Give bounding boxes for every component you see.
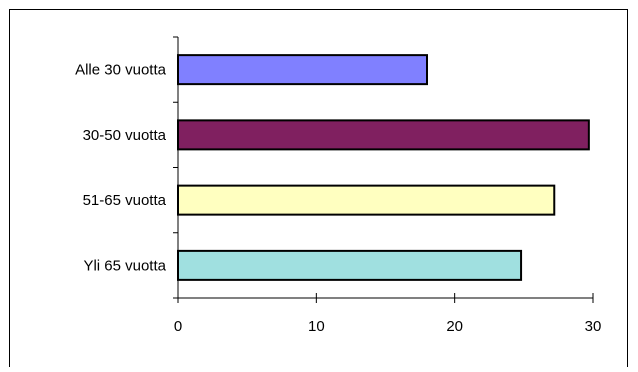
category-label-0: Alle 30 vuotta bbox=[75, 62, 167, 79]
x-tick-label-1: 10 bbox=[308, 318, 325, 335]
category-label-2: 51-65 vuotta bbox=[83, 192, 167, 209]
x-tick-label-2: 20 bbox=[446, 318, 463, 335]
bar-0 bbox=[177, 54, 428, 86]
category-label-1: 30-50 vuotta bbox=[83, 127, 167, 144]
x-tick-label-0: 0 bbox=[174, 318, 182, 335]
x-tick-label-3: 30 bbox=[585, 318, 602, 335]
bar-1 bbox=[177, 119, 590, 151]
bar-3 bbox=[177, 249, 523, 281]
chart-area-border bbox=[9, 9, 628, 367]
category-label-3: Yli 65 vuotta bbox=[83, 257, 166, 274]
bar-2 bbox=[177, 184, 556, 216]
